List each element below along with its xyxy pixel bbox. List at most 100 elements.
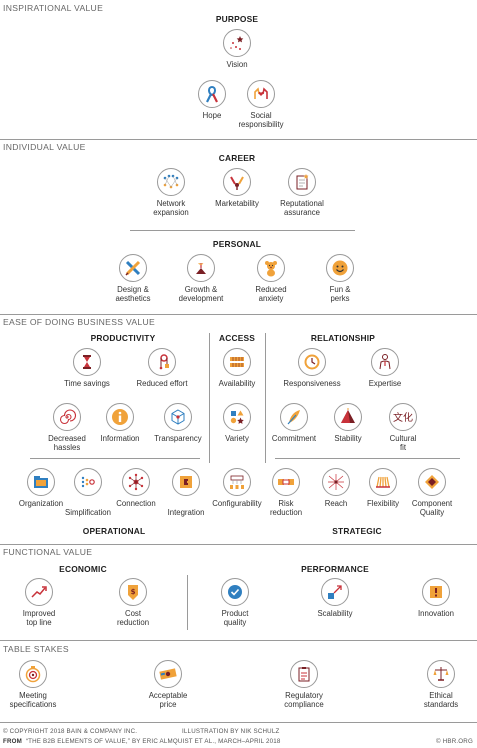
spring-icon	[369, 468, 397, 496]
label-stability: Stability	[334, 434, 362, 443]
label-simplification: Simplification	[65, 508, 111, 517]
element-acceptable-price: Acceptable price	[128, 660, 208, 710]
label-hope: Hope	[202, 111, 222, 120]
heading-strategic: STRATEGIC	[332, 526, 382, 536]
label-component-quality: Component Quality	[411, 499, 453, 518]
element-connection: Connection	[96, 468, 176, 508]
label-variety: Variety	[225, 434, 249, 443]
divider-individual-ease	[0, 314, 477, 315]
divider-career-personal	[130, 230, 355, 231]
hub-icon	[122, 468, 150, 496]
label-connection: Connection	[116, 499, 156, 508]
element-decreased-hassles: Decreased hassles	[27, 403, 107, 453]
element-reduced-effort: Reduced effort	[122, 348, 202, 388]
element-commitment: Commitment	[254, 403, 334, 443]
label-reduced-effort: Reduced effort	[136, 379, 188, 388]
footer-site: © HBR.ORG	[436, 738, 473, 745]
label-innovation: Innovation	[418, 609, 454, 618]
heading-career: CAREER	[218, 153, 256, 163]
footer-from-label: FROM	[3, 738, 23, 745]
label-reputational-assurance: Reputational assurance	[280, 199, 324, 218]
pulley-icon	[148, 348, 176, 376]
clipboard-icon	[290, 660, 318, 688]
element-component-quality: Component Quality	[392, 468, 472, 518]
hourglass-icon	[73, 348, 101, 376]
element-reduced-anxiety: Reduced anxiety	[231, 254, 311, 304]
price-tag-icon: $	[119, 578, 147, 606]
element-flexibility: Flexibility	[343, 468, 423, 508]
divider-footer	[0, 722, 477, 723]
sprout-icon	[187, 254, 215, 282]
label-fun-perks: Fun & perks	[329, 285, 351, 304]
element-configurability: Configurability	[197, 468, 277, 508]
label-commitment: Commitment	[271, 434, 317, 443]
element-variety: Variety	[197, 403, 277, 443]
element-social-responsibility: Social responsibility	[221, 80, 301, 130]
element-cost-reduction: $ Cost reduction	[93, 578, 173, 628]
check-badge-icon	[221, 578, 249, 606]
heading-purpose: PURPOSE	[215, 14, 259, 24]
target-icon	[19, 660, 47, 688]
lightbulb-box-icon	[422, 578, 450, 606]
element-fun-perks: Fun & perks	[300, 254, 380, 304]
element-reach: Reach	[296, 468, 376, 508]
section-label-ease: EASE OF DOING BUSINESS VALUE	[3, 317, 155, 327]
svg-text:文化: 文化	[393, 411, 413, 424]
label-design-aesthetics: Design & aesthetics	[115, 285, 151, 304]
divider-productivity-access	[209, 333, 210, 463]
divider-economic-performance	[187, 575, 188, 630]
ribbon-icon	[198, 80, 226, 108]
label-growth-development: Growth & development	[178, 285, 224, 304]
heading-access: ACCESS	[218, 333, 256, 343]
element-regulatory-compliance: Regulatory compliance	[264, 660, 344, 710]
element-meeting-specifications: Meeting specifications	[0, 660, 73, 710]
footer-illustration: ILLUSTRATION BY NIK SCHULZ	[182, 728, 280, 735]
element-product-quality: Product quality	[195, 578, 275, 628]
section-label-inspirational: INSPIRATIONAL VALUE	[3, 3, 104, 13]
element-improved-top-line: Improved top line	[0, 578, 79, 628]
characters-icon: 文化	[389, 403, 417, 431]
divider-access-relationship	[265, 333, 266, 463]
dots-icon	[74, 468, 102, 496]
label-cultural-fit: Cultural fit	[389, 434, 417, 453]
label-transparency: Transparency	[154, 434, 202, 443]
element-transparency: Transparency	[138, 403, 218, 443]
element-marketability: Marketability	[197, 168, 277, 208]
person-icon	[371, 348, 399, 376]
footer-source-line: FROM “THE B2B ELEMENTS OF VALUE,” BY ERI…	[3, 738, 281, 745]
element-availability: Availability	[197, 348, 277, 388]
footer-source: “THE B2B ELEMENTS OF VALUE,” BY ERIC ALM…	[25, 738, 281, 745]
label-social-responsibility: Social responsibility	[238, 111, 284, 130]
element-vision: Vision	[197, 29, 277, 69]
shapes-icon	[223, 403, 251, 431]
burst-icon	[322, 468, 350, 496]
element-reputational-assurance: Reputational assurance	[262, 168, 342, 218]
expand-arrow-icon	[321, 578, 349, 606]
spiral-icon	[53, 403, 81, 431]
heading-performance: PERFORMANCE	[301, 564, 369, 574]
element-design-aesthetics: Design & aesthetics	[93, 254, 173, 304]
banknote-icon	[154, 660, 182, 688]
label-time-savings: Time savings	[64, 379, 110, 388]
element-stability: Stability	[308, 403, 388, 443]
element-time-savings: Time savings	[47, 348, 127, 388]
element-growth-development: Growth & development	[161, 254, 241, 304]
footer-copyright: © COPYRIGHT 2018 BAIN & COMPANY INC.	[3, 728, 138, 735]
shelves-icon	[223, 348, 251, 376]
label-organization: Organization	[18, 499, 64, 508]
label-expertise: Expertise	[368, 379, 402, 388]
label-configurability: Configurability	[212, 499, 262, 508]
cups-icon	[223, 468, 251, 496]
label-scalability: Scalability	[317, 609, 353, 618]
label-network-expansion: Network expansion	[153, 199, 189, 218]
cube-icon	[164, 403, 192, 431]
megaphone-icon	[223, 168, 251, 196]
scales-icon	[427, 660, 455, 688]
label-flexibility: Flexibility	[366, 499, 400, 508]
divider-productivity-operational	[30, 458, 200, 459]
heading-relationship: RELATIONSHIP	[310, 333, 376, 343]
element-hope: Hope	[172, 80, 252, 120]
divider-functional-tablestakes	[0, 640, 477, 641]
element-responsiveness: Responsiveness	[272, 348, 352, 388]
element-cultural-fit: 文化 Cultural fit	[363, 403, 443, 453]
